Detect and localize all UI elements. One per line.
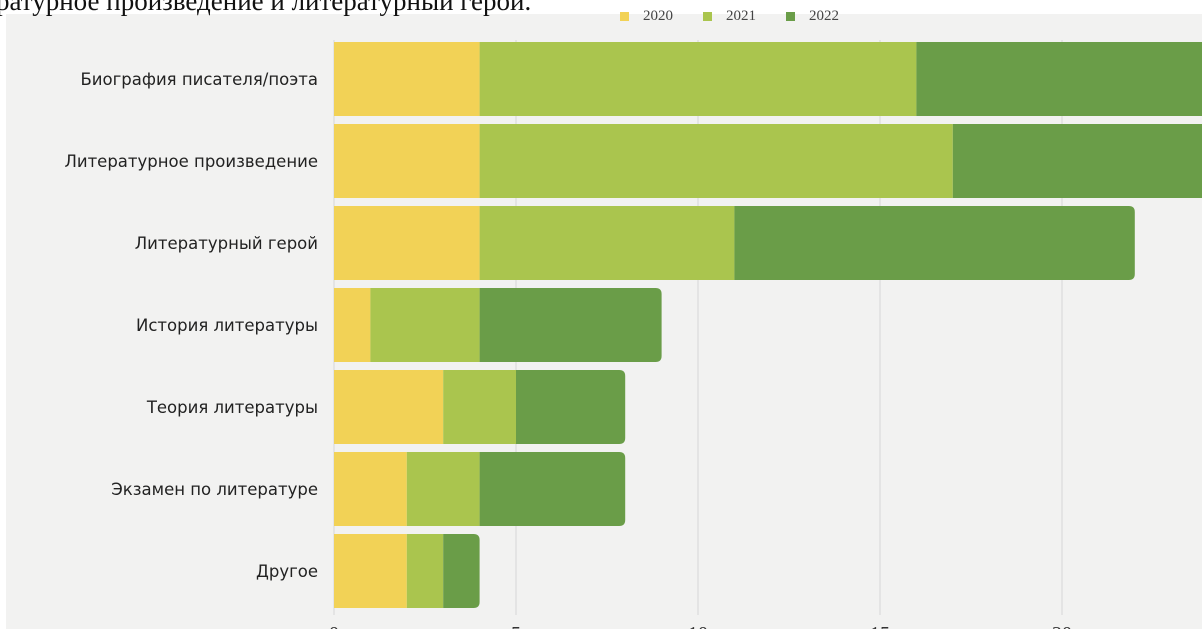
bar-2022-2 [734, 206, 1135, 280]
category-label-6: Другое [256, 562, 318, 581]
x-tick-label-20: 20 [1052, 623, 1072, 629]
legend-label-2021: 2021 [726, 8, 756, 24]
bar-2020-0 [334, 42, 480, 116]
legend-swatch-2021 [703, 12, 712, 21]
x-tick-label-15: 15 [870, 623, 890, 629]
legend-swatch-2020 [620, 12, 629, 21]
bar-2022-5 [479, 452, 626, 526]
bar-2022-4 [516, 370, 626, 444]
chart-legend: 2020 2021 2022 [620, 8, 839, 25]
x-tick-label-0: 0 [329, 623, 339, 629]
bar-2022-6 [443, 534, 480, 608]
bars-group [334, 42, 1202, 608]
bar-2021-6 [406, 534, 444, 608]
category-label-4: Теория литературы [146, 398, 318, 417]
bar-2021-0 [479, 42, 917, 116]
legend-label-2020: 2020 [643, 8, 673, 24]
bar-2021-4 [443, 370, 516, 444]
bar-2020-5 [334, 452, 407, 526]
bar-2021-2 [479, 206, 735, 280]
legend-item-2021: 2021 [703, 8, 756, 25]
bar-2020-3 [334, 288, 371, 362]
category-label-0: Биография писателя/поэта [80, 70, 318, 89]
bar-2020-6 [334, 534, 407, 608]
bar-2020-4 [334, 370, 444, 444]
bar-2021-1 [479, 124, 953, 198]
legend-swatch-2022 [786, 12, 795, 21]
x-tick-label-5: 5 [511, 623, 521, 629]
bar-2020-1 [334, 124, 480, 198]
caption-text: ратурное произведение и литературный гер… [0, 0, 532, 16]
bar-2020-2 [334, 206, 480, 280]
category-label-2: Литературный герой [135, 234, 318, 253]
bar-2022-0 [916, 42, 1202, 116]
x-tick-label-10: 10 [688, 623, 708, 629]
legend-item-2020: 2020 [620, 8, 673, 25]
legend-label-2022: 2022 [809, 8, 839, 24]
category-label-1: Литературное произведение [64, 152, 318, 171]
bar-2022-1 [952, 124, 1202, 198]
category-label-3: История литературы [136, 316, 318, 335]
category-label-5: Экзамен по литературе [111, 480, 318, 499]
bar-2021-5 [406, 452, 480, 526]
bar-2021-3 [370, 288, 480, 362]
legend-item-2022: 2022 [786, 8, 839, 25]
bar-2022-3 [479, 288, 662, 362]
